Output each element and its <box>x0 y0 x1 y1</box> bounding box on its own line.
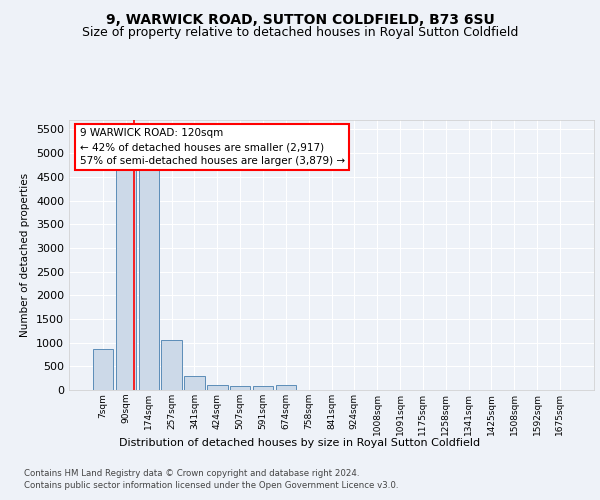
Text: Contains public sector information licensed under the Open Government Licence v3: Contains public sector information licen… <box>24 481 398 490</box>
Bar <box>139 144 159 390</box>
Text: Contains HM Land Registry data © Crown copyright and database right 2024.: Contains HM Land Registry data © Crown c… <box>24 469 359 478</box>
Bar <box>93 349 113 390</box>
Bar <box>116 144 136 390</box>
Bar <box>184 376 205 390</box>
Text: 9, WARWICK ROAD, SUTTON COLDFIELD, B73 6SU: 9, WARWICK ROAD, SUTTON COLDFIELD, B73 6… <box>106 12 494 26</box>
Bar <box>230 386 250 390</box>
Bar <box>275 385 296 390</box>
Y-axis label: Number of detached properties: Number of detached properties <box>20 173 31 337</box>
Text: Distribution of detached houses by size in Royal Sutton Coldfield: Distribution of detached houses by size … <box>119 438 481 448</box>
Bar <box>207 386 227 390</box>
Text: Size of property relative to detached houses in Royal Sutton Coldfield: Size of property relative to detached ho… <box>82 26 518 39</box>
Text: 9 WARWICK ROAD: 120sqm
← 42% of detached houses are smaller (2,917)
57% of semi-: 9 WARWICK ROAD: 120sqm ← 42% of detached… <box>79 128 344 166</box>
Bar <box>161 340 182 390</box>
Bar <box>253 386 273 390</box>
